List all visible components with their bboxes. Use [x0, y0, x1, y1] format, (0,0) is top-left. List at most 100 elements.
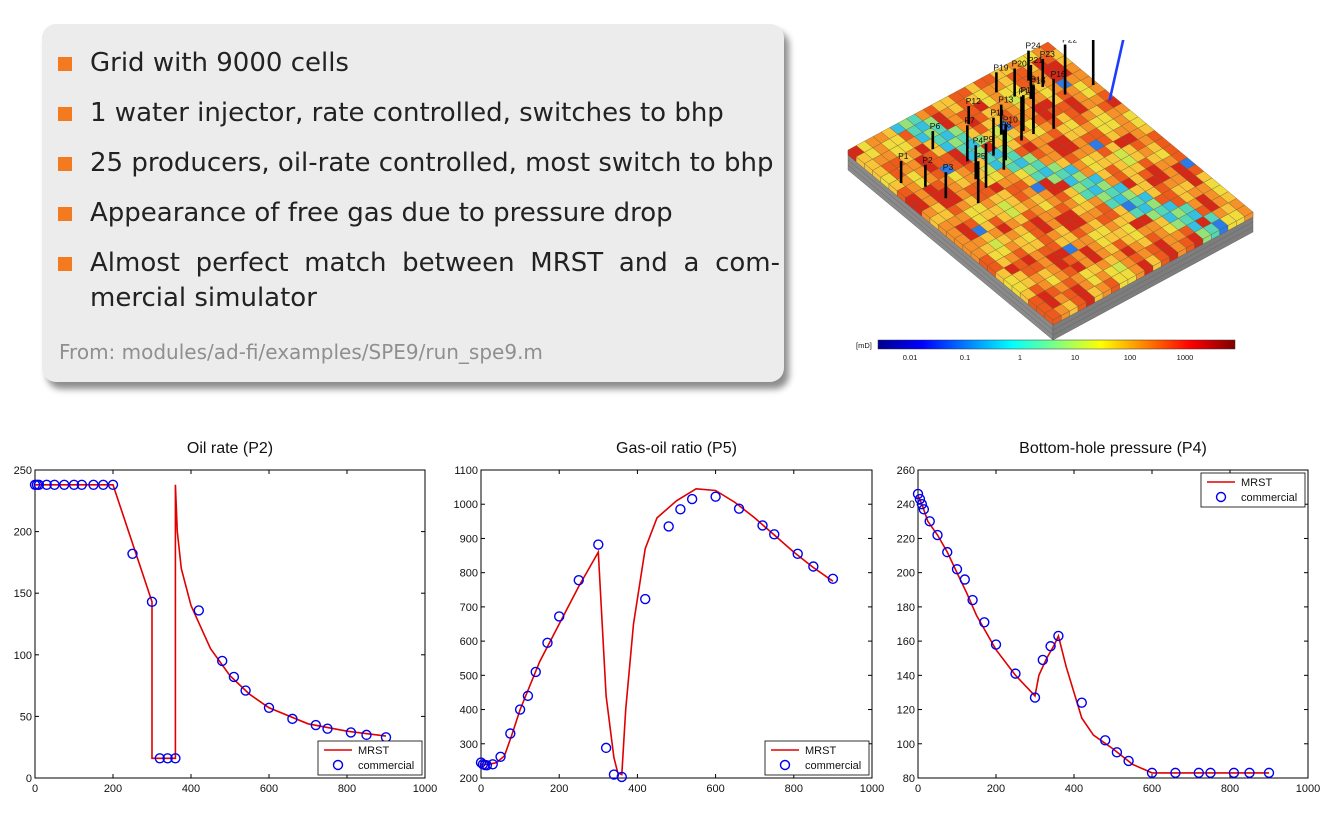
data-point-commercial — [959, 574, 971, 585]
plot-area — [480, 469, 873, 779]
y-tick-label: 140 — [897, 670, 915, 682]
data-point-commercial — [553, 611, 565, 622]
bullet-text: 1 water injector, rate controlled, switc… — [90, 98, 724, 128]
well-label: P10 — [1003, 114, 1018, 124]
x-tick-label: 600 — [260, 783, 278, 795]
data-point-commercial — [228, 671, 240, 683]
data-point-commercial — [663, 521, 674, 532]
reservoir-grid-svg: P1P2P3P4P5P6P7P8P9P10P11P12P13P14P15P16P… — [847, 10, 1254, 362]
x-tick-label: 200 — [550, 783, 568, 795]
bullet-list: Grid with 9000 cells 1 water injector, r… — [58, 46, 780, 331]
y-tick-label: 1000 — [454, 499, 478, 511]
legend-swatch-marker — [779, 759, 791, 771]
data-point-commercial — [41, 479, 52, 490]
data-point-commercial — [216, 655, 228, 667]
x-tick-label: 1000 — [860, 783, 884, 795]
plot-area — [917, 469, 1309, 779]
colorbar-tick-label: 100 — [1124, 353, 1137, 360]
data-point-commercial — [573, 574, 584, 586]
legend-swatch-marker — [1215, 491, 1227, 503]
y-tick-label: 100 — [897, 739, 915, 751]
data-point-commercial — [1010, 668, 1021, 679]
plot-area — [34, 469, 426, 779]
data-point-commercial — [827, 573, 839, 585]
well-label: P23 — [1040, 49, 1055, 59]
data-point-commercial — [808, 561, 819, 572]
well-label: P17 — [1020, 85, 1035, 95]
bottom-hole-pressure-chart: Bottom-hole pressure (P4) 0 200 400 600 800 10… — [888, 434, 1338, 814]
data-point-commercial — [522, 690, 534, 702]
data-point-commercial — [675, 504, 686, 515]
x-tick-label: 0 — [915, 783, 921, 795]
data-point-commercial — [154, 753, 166, 764]
bullet-text: 25 producers, oil-rate controlled, most … — [90, 148, 774, 178]
y-tick-label: 400 — [460, 705, 478, 717]
y-tick-label: 260 — [897, 465, 915, 477]
data-point-commercial — [542, 637, 553, 649]
data-point-commercial — [924, 516, 935, 527]
data-point-commercial — [1029, 692, 1041, 703]
well-label: P15 — [1031, 76, 1046, 86]
bullet-item: 1 water injector, rate controlled, switc… — [58, 96, 774, 131]
data-point-commercial — [918, 504, 930, 515]
data-point-commercial — [914, 493, 926, 505]
data-point-commercial — [88, 479, 99, 490]
well-label: P5 — [975, 151, 986, 161]
colorbar-tick-label: 1000 — [1177, 353, 1194, 360]
chart-title: Oil rate (P2) — [187, 440, 273, 457]
data-point-commercial — [170, 753, 181, 764]
data-point-commercial — [1123, 755, 1134, 767]
legend-label: commercial — [1241, 492, 1297, 504]
data-point-commercial — [1099, 735, 1111, 746]
colorbar-tick-label: 0.1 — [960, 353, 970, 360]
y-tick-label: 120 — [897, 705, 915, 717]
x-tick-label: 400 — [628, 783, 646, 795]
data-point-commercial — [59, 479, 70, 490]
well-label: P1 — [898, 151, 909, 161]
x-tick-label: 200 — [104, 783, 122, 795]
x-tick-label: 800 — [1221, 783, 1239, 795]
well-label: P19 — [993, 62, 1008, 72]
x-tick-label: 600 — [706, 783, 724, 795]
data-point-commercial — [951, 564, 963, 575]
data-point-commercial — [68, 479, 80, 490]
oil-rate-chart: Oil rate (P2) 0 200 400 600 800 1000 0 50 100 150 2… — [0, 434, 440, 814]
bullet-text: Almost perfect match between MRST and a … — [90, 248, 780, 313]
legend-label: commercial — [358, 760, 414, 772]
y-tick-label: 220 — [897, 533, 915, 545]
y-tick-label: 50 — [20, 711, 32, 723]
well-label: P9 — [983, 134, 994, 144]
well-label: P3 — [943, 162, 954, 172]
data-point-commercial — [481, 760, 493, 771]
y-tick-label: 800 — [460, 568, 478, 580]
data-point-commercial — [193, 605, 205, 616]
x-tick-label: 800 — [785, 783, 803, 795]
data-point-commercial — [990, 639, 1002, 650]
bullet-text: Grid with 9000 cells — [90, 48, 349, 78]
data-point-commercial — [514, 704, 526, 715]
data-point-commercial — [593, 539, 604, 550]
source-note: From: modules/ad-fi/examples/SPE9/run_sp… — [59, 340, 543, 364]
data-point-commercial — [322, 723, 333, 734]
grid-cell — [1236, 204, 1254, 217]
data-point-commercial — [1045, 641, 1056, 652]
x-tick-label: 1000 — [413, 783, 437, 795]
bullet-panel: Grid with 9000 cells 1 water injector, r… — [42, 24, 784, 382]
colorbar-unit: [mD] — [856, 341, 872, 350]
data-point-commercial — [1111, 747, 1123, 758]
data-point-commercial — [487, 759, 498, 770]
y-tick-label: 700 — [460, 602, 478, 614]
data-point-commercial — [33, 479, 45, 490]
data-point-commercial — [942, 546, 953, 558]
data-point-commercial — [162, 753, 173, 764]
data-point-commercial — [733, 503, 745, 514]
well-label: P16 — [1051, 69, 1066, 79]
series-line-mrst — [481, 487, 834, 776]
legend-swatch-marker — [332, 759, 344, 771]
y-tick-label: 500 — [460, 670, 478, 682]
data-point-commercial — [710, 491, 721, 502]
y-tick-label: 100 — [14, 650, 32, 662]
data-point-commercial — [310, 719, 321, 731]
y-tick-label: 180 — [897, 602, 915, 614]
well-label: P24 — [1026, 41, 1041, 51]
